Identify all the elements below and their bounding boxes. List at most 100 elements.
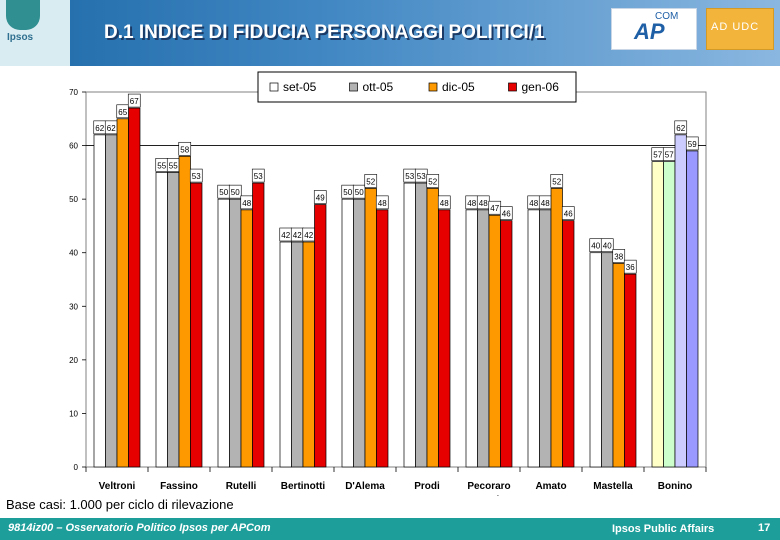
legend-swatch [428,82,438,92]
category-label: Pecoraro [467,481,510,492]
data-label: 53 [405,172,414,181]
data-label: 58 [180,145,189,154]
data-label: 62 [676,124,685,133]
apcom-logo-ap: AP [634,19,665,44]
data-label: 48 [529,199,538,208]
page-number: 17 [758,522,771,534]
bar [651,161,664,468]
legend-label: set-05 [283,80,317,94]
data-label: 42 [304,231,313,240]
data-label: 50 [355,188,364,197]
data-label: 48 [479,199,488,208]
bar [105,134,118,468]
data-label: 40 [603,242,612,251]
data-label-box [228,184,242,199]
data-label: 62 [95,124,104,133]
y-tick-label: 70 [69,88,78,97]
data-label-box [685,136,699,151]
data-label: 42 [293,231,302,240]
bar [663,161,676,468]
data-label: 65 [118,108,127,117]
legend-swatch [508,82,517,92]
bar [465,209,478,468]
category-label: Scanio [473,495,506,496]
bar [364,188,377,468]
bar [229,198,242,468]
bar [624,273,637,468]
data-label: 40 [591,242,600,251]
data-label: 48 [242,199,251,208]
bar [128,107,141,468]
bar [562,220,575,468]
bar [291,241,304,468]
y-tick-label: 50 [69,195,78,204]
bar [252,182,265,468]
bar [674,134,687,468]
data-label-box [375,195,389,210]
data-label: 46 [564,210,573,219]
category-label: Bonino [658,481,692,492]
bar [589,252,602,468]
legend-label: dic-05 [442,80,475,94]
data-label: 53 [254,172,263,181]
data-label: 59 [688,140,697,149]
bar [190,182,203,468]
header-bar: Ipsos D.1 INDICE DI FIDUCIA PERSONAGGI P… [0,0,780,66]
category-label: Rutelli [226,481,257,492]
y-tick-label: 20 [69,356,78,365]
bar [178,155,191,468]
legend-swatch [349,82,358,92]
bar [550,188,563,468]
data-label-box [364,174,378,188]
data-label: 67 [130,97,139,106]
bar [341,198,354,468]
bar [93,134,106,468]
data-label: 55 [157,161,166,170]
data-label: 57 [653,151,662,160]
bar [426,188,439,468]
data-label: 53 [417,172,426,181]
bar [353,198,366,468]
legend-box [257,71,577,103]
bar [500,220,513,468]
data-label: 42 [281,231,290,240]
category-label: Bertinotti [281,481,326,492]
data-label: 49 [316,194,325,203]
data-label: 48 [541,199,550,208]
data-label: 36 [626,263,635,272]
data-label-box [178,141,192,156]
data-label: 46 [502,210,511,219]
data-label: 52 [552,177,561,186]
bar [302,241,315,468]
bar [477,209,490,468]
y-tick-label: 0 [74,463,79,472]
category-label: Prodi [414,481,440,492]
legend-swatch [269,82,279,92]
ipsos-logo [6,0,40,30]
data-label-box [561,206,575,220]
bar [167,172,180,468]
data-label: 48 [467,199,476,208]
legend-label: gen-06 [522,80,560,94]
data-label-box [426,174,440,188]
bar [438,209,451,468]
base-note: Base casi: 1.000 per ciclo di rilevazion… [6,497,234,512]
data-label: 50 [219,188,228,197]
aduc-logo: AD UDC [706,8,774,50]
category-label: Amato [535,481,566,492]
bar [217,198,230,468]
category-label: D'Alema [345,481,385,492]
y-tick-label: 60 [69,142,78,151]
footer-left-text: 9814iz00 – Osservatorio Politico Ipsos p… [8,522,271,534]
legend-label: ott-05 [363,80,394,94]
bar [314,204,327,468]
y-tick-label: 30 [69,302,78,311]
data-label: 48 [440,199,449,208]
aduc-logo-text: AD UDC [711,21,760,33]
data-label-box [612,249,626,263]
data-label: 53 [192,172,201,181]
bar [488,214,501,468]
bar [279,241,292,468]
bar [240,209,253,468]
